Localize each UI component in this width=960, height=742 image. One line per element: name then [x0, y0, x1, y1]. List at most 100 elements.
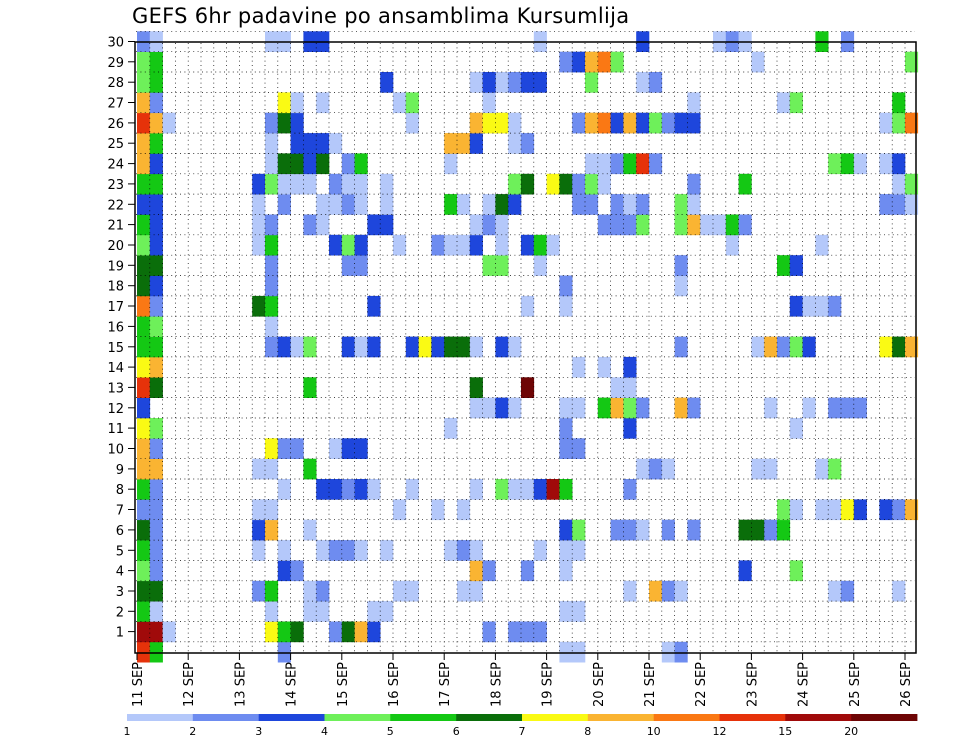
heatmap-cell: [290, 173, 304, 195]
heatmap-cell: [572, 112, 586, 134]
heatmap-cell: [252, 194, 266, 215]
heatmap-cell: [380, 173, 394, 195]
heatmap-cell: [623, 356, 637, 378]
heatmap-cell: [610, 112, 624, 134]
heatmap-cell: [508, 194, 522, 215]
heatmap-cell: [623, 194, 637, 215]
heatmap-cell: [815, 295, 829, 317]
colorbar-tick-label: 10: [647, 725, 661, 738]
heatmap-cell: [879, 336, 893, 358]
heatmap-cell: [444, 418, 458, 439]
heatmap-cell: [469, 214, 483, 236]
heatmap-cell: [137, 479, 151, 500]
heatmap-cell: [457, 133, 471, 154]
y-tick-label: 17: [107, 300, 124, 315]
heatmap-cell: [533, 255, 547, 276]
heatmap-cell: [700, 214, 714, 236]
heatmap-cell: [892, 153, 906, 175]
heatmap-cell: [252, 540, 266, 561]
heatmap-cell: [149, 519, 163, 541]
heatmap-cell: [290, 438, 304, 459]
heatmap-cell: [572, 356, 586, 378]
heatmap-cell: [674, 397, 688, 419]
heatmap-cell: [649, 458, 663, 480]
heatmap-cell: [482, 621, 496, 643]
heatmap-cell: [341, 153, 355, 175]
heatmap-cell: [828, 397, 842, 419]
heatmap-cell: [137, 92, 151, 114]
heatmap-cell: [495, 234, 509, 256]
heatmap-cell: [546, 479, 560, 500]
heatmap-cell: [585, 51, 599, 73]
x-tick-label: 19 SEP: [541, 662, 556, 707]
heatmap-cell: [457, 336, 471, 358]
heatmap-cell: [405, 336, 419, 358]
colorbar-tick-label: 7: [519, 725, 526, 738]
heatmap-cell: [316, 479, 330, 500]
heatmap-cell: [149, 295, 163, 317]
heatmap-cell: [149, 214, 163, 236]
colorbar-swatch: [522, 714, 589, 721]
heatmap-cell: [892, 92, 906, 114]
heatmap-cell: [380, 72, 394, 93]
heatmap-cell: [674, 255, 688, 276]
x-tick-label: 17 SEP: [438, 662, 453, 707]
heatmap-cell: [687, 112, 701, 134]
heatmap-cell: [341, 540, 355, 561]
heatmap-cell: [367, 621, 381, 643]
heatmap-cell: [623, 519, 637, 541]
heatmap-cell: [674, 641, 688, 663]
heatmap-cell: [495, 397, 509, 419]
y-tick-label: 24: [107, 158, 124, 173]
heatmap-cell: [533, 479, 547, 500]
heatmap-cell: [367, 214, 381, 236]
x-tick-label: 16 SEP: [387, 662, 402, 707]
heatmap-cell: [137, 336, 151, 358]
heatmap-cell: [137, 601, 151, 622]
heatmap-cell: [482, 194, 496, 215]
heatmap-cell: [277, 336, 291, 358]
heatmap-cell: [789, 499, 803, 521]
heatmap-cell: [444, 153, 458, 175]
heatmap-cell: [149, 580, 163, 602]
y-tick-label: 3: [116, 585, 124, 600]
x-tick-label: 18 SEP: [489, 662, 504, 707]
heatmap-cell: [482, 72, 496, 93]
heatmap-cell: [585, 153, 599, 175]
heatmap-cell: [137, 316, 151, 337]
heatmap-cell: [265, 316, 279, 337]
heatmap-cell: [521, 173, 535, 195]
heatmap-cell: [252, 499, 266, 521]
heatmap-cell: [149, 255, 163, 276]
heatmap-cell: [137, 397, 151, 419]
heatmap-cell: [636, 397, 650, 419]
heatmap-cell: [815, 234, 829, 256]
heatmap-cell: [777, 499, 791, 521]
heatmap-cell: [265, 234, 279, 256]
heatmap-cell: [405, 479, 419, 500]
heatmap-cell: [137, 580, 151, 602]
heatmap-cell: [521, 234, 535, 256]
heatmap-cell: [329, 438, 343, 459]
heatmap-cell: [495, 194, 509, 215]
x-tick-label: 23 SEP: [745, 662, 760, 707]
heatmap-cell: [610, 377, 624, 398]
heatmap-cell: [495, 112, 509, 134]
heatmap-cell: [137, 214, 151, 236]
heatmap-cell: [559, 173, 573, 195]
heatmap-cell: [252, 234, 266, 256]
colorbar-tick-label: 2: [189, 725, 196, 738]
heatmap-cell: [316, 133, 330, 154]
heatmap-cell: [137, 377, 151, 398]
colorbar-legend: 1 2 3 4 5 6 7 8 10 12 15 20: [124, 714, 918, 738]
heatmap-cell: [252, 214, 266, 236]
heatmap-cell: [559, 418, 573, 439]
heatmap-cell: [149, 377, 163, 398]
colorbar-tick-label: 12: [713, 725, 727, 738]
heatmap-cell: [316, 540, 330, 561]
heatmap-cell: [495, 72, 509, 93]
heatmap-cell: [303, 601, 317, 622]
heatmap-cell: [277, 438, 291, 459]
y-tick-label: 10: [107, 443, 124, 458]
heatmap-cell: [277, 560, 291, 582]
